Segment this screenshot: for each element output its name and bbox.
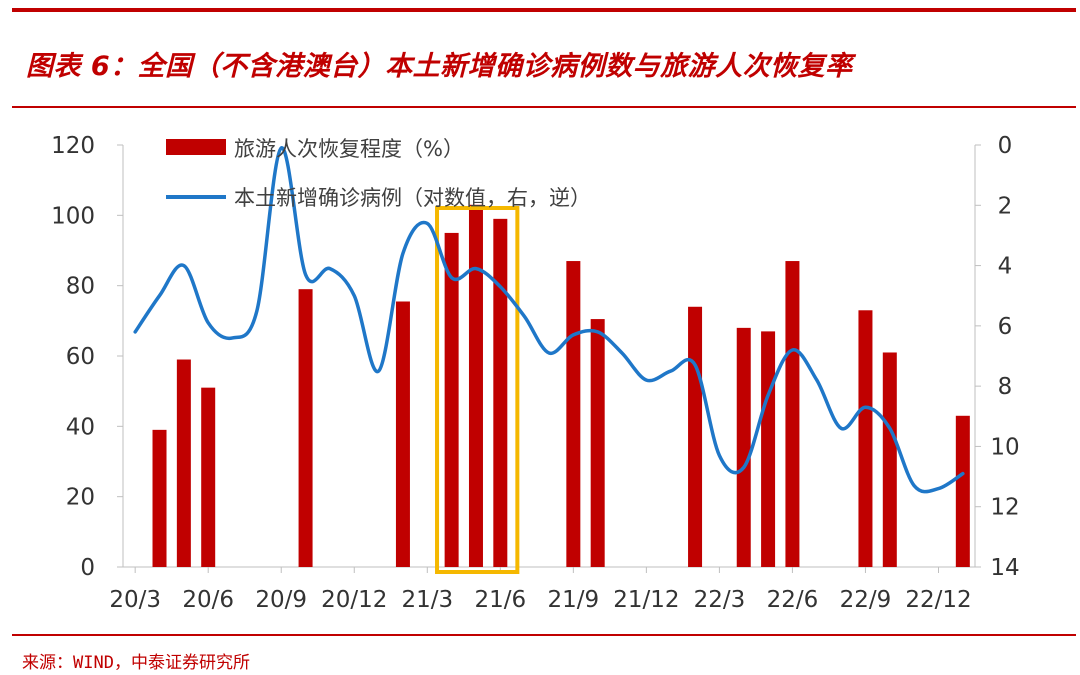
x-axis-tick-label: 22/3 [694,587,746,613]
chart-title: 图表 6：全国（不含港澳台）本土新增确诊病例数与旅游人次恢复率 [26,51,853,82]
x-axis-tick-label: 20/9 [255,587,307,613]
bar [736,327,751,567]
x-axis-tick-label: 20/6 [182,587,234,613]
axes-layer [117,144,981,573]
right-axis-tick-label: 10 [990,434,1019,460]
legend-line-label: 本土新增确诊病例（对数值，右，逆） [234,186,591,210]
bar [444,232,459,567]
x-axis-tick-label: 21/6 [474,587,526,613]
bar [590,319,605,567]
bar [493,218,508,567]
x-axis-tick-label: 21/12 [613,587,679,613]
bar [298,289,313,567]
cases-line [133,146,965,494]
bottom-rule [12,634,1076,636]
left-axis-tick-label: 60 [66,344,95,370]
right-axis-tick-label: 6 [998,314,1013,340]
right-axis-tick-label: 0 [998,133,1013,159]
right-axis-tick-label: 2 [998,193,1013,219]
x-axis-tick-label: 22/12 [905,587,971,613]
highlight-box [435,206,520,574]
source-note: 来源：WIND，中泰证券研究所 [22,653,250,673]
left-axis-tick-label: 0 [80,555,95,581]
bar [882,352,897,567]
x-axis-tick-label: 22/6 [767,587,819,613]
right-axis-tick-label: 14 [990,555,1019,581]
x-axis-tick-label: 21/9 [548,587,600,613]
tick-labels: 0 20 40 60 80 100 120 0 2 4 6 8 10 12 14 20/3 20/6 20/9 20… [51,133,1020,613]
x-axis-tick-label: 21/3 [401,587,453,613]
bar [152,429,167,567]
bar [176,359,191,567]
left-axis-tick-label: 20 [66,485,95,511]
bar [955,415,970,567]
right-axis-tick-label: 4 [998,254,1013,280]
legend: 旅游人次恢复程度（%） 本土新增确诊病例（对数值，右，逆） [166,137,591,210]
highlight-layer [435,206,520,574]
x-axis-tick-label: 20/12 [321,587,387,613]
x-axis-tick-label: 20/3 [109,587,161,613]
bar [785,261,800,567]
bar [468,204,483,568]
bar [566,261,581,567]
x-axis-tick-label: 22/9 [840,587,892,613]
bar [858,310,873,567]
right-axis-tick-label: 8 [998,374,1013,400]
left-axis-tick-label: 100 [51,203,95,229]
line-series [133,146,965,494]
bar [395,301,410,567]
legend-bar-swatch [166,139,226,155]
right-axis-tick-label: 12 [990,495,1019,521]
left-axis-tick-label: 80 [66,274,95,300]
top-rule [12,8,1076,12]
bar [761,331,776,567]
legend-bar-label: 旅游人次恢复程度（%） [234,137,464,161]
bar-series [152,204,970,568]
left-axis-tick-label: 40 [66,414,95,440]
left-axis-tick-label: 120 [51,133,95,159]
bar [688,306,703,567]
title-rule [12,106,1076,108]
bar [201,387,216,567]
